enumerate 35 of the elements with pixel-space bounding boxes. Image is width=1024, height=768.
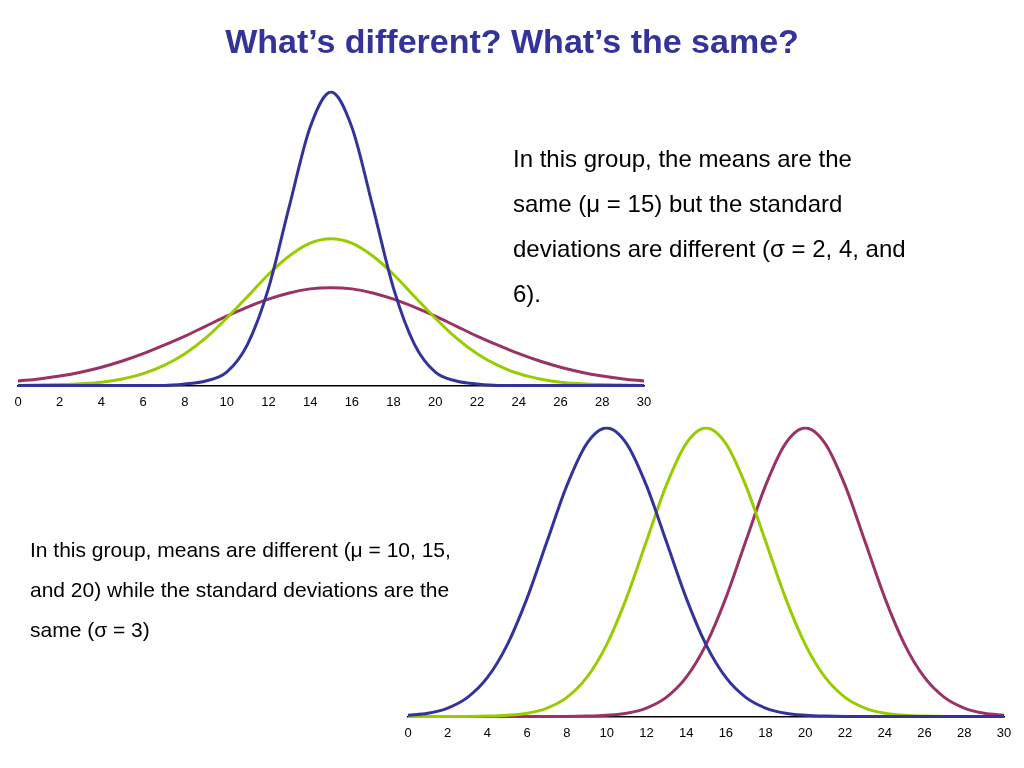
x-tick-label: 10 [219, 393, 234, 409]
x-tick-label: 26 [553, 393, 568, 409]
x-tick-label: 8 [563, 724, 571, 740]
x-tick-label: 10 [599, 724, 614, 740]
x-tick-label: 4 [97, 393, 106, 409]
x-tick-label: 0 [14, 393, 22, 409]
x-tick-label: 22 [469, 393, 485, 409]
annotation: In this group, means are different (μ = 10, 15, and 20) while the standard deviations are the same (σ = 3) [30, 537, 452, 643]
x-tick-label: 16 [344, 393, 360, 409]
x-tick-label: 28 [595, 393, 610, 409]
x-tick-label: 12 [261, 393, 276, 409]
x-tick-label: 12 [639, 724, 654, 740]
x-tick-label: 30 [636, 393, 652, 409]
x-tick-label: 8 [181, 393, 189, 409]
x-tick-label: 28 [957, 724, 972, 740]
x-tick-label: 2 [444, 724, 452, 740]
x-tick-label: 14 [302, 393, 318, 409]
x-tick-label: 22 [837, 724, 853, 740]
chart-title: What’s different? What’s the same? [224, 22, 800, 61]
x-tick-label: 30 [996, 724, 1012, 740]
x-tick-label: 20 [798, 724, 813, 740]
x-tick-label: 6 [139, 393, 147, 409]
x-tick-label: 0 [404, 724, 412, 740]
annotation: In this group, the means are the same (μ = 15) but the standard deviations are different (σ = 2, 4, and 6). [513, 144, 907, 309]
x-tick-label: 14 [678, 724, 694, 740]
x-tick-label: 4 [483, 724, 492, 740]
x-tick-label: 16 [718, 724, 734, 740]
x-tick-label: 24 [511, 393, 527, 409]
x-tick-label: 2 [56, 393, 64, 409]
x-tick-label: 18 [758, 724, 773, 740]
x-tick-label: 6 [523, 724, 531, 740]
x-tick-label: 24 [877, 724, 893, 740]
x-tick-label: 26 [917, 724, 932, 740]
x-tick-label: 18 [386, 393, 401, 409]
x-tick-label: 20 [428, 393, 443, 409]
